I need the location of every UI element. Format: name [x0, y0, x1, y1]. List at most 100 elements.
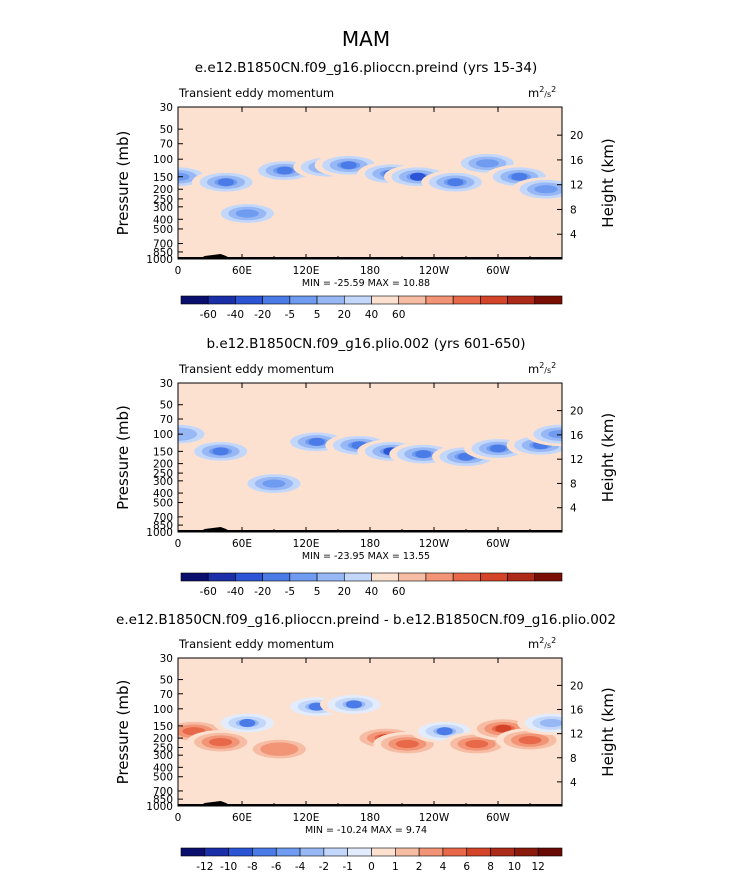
y-tick-label: 400 [153, 214, 173, 226]
x-tick-label: 60W [486, 812, 510, 824]
field-contour [340, 161, 357, 170]
units-mid: /s [544, 366, 551, 375]
colorbar-label: 60 [392, 586, 405, 598]
colorbar-label: 6 [463, 861, 470, 873]
y2-tick-label: 20 [570, 130, 583, 142]
x-tick-label: 120W [419, 812, 450, 824]
colorbar-swatch [207, 572, 236, 582]
field-contour [548, 430, 562, 439]
units-exp1: 2 [539, 85, 544, 94]
y2-tick-label: 4 [570, 777, 577, 789]
colorbar-swatch [425, 572, 454, 582]
colorbar-label: 8 [487, 861, 494, 873]
y-tick-label: 1000 [146, 254, 173, 266]
colorbar-label: -5 [285, 586, 295, 598]
units-label: m2/s2 [528, 636, 556, 651]
colorbar-label: -5 [285, 309, 295, 321]
y-axis-label: Pressure (mb) [114, 405, 132, 510]
chart-title: b.e12.B1850CN.f09_g16.plio.002 (yrs 601-… [206, 336, 525, 352]
chart-panel-2: b.e12.B1850CN.f09_g16.plio.002 (yrs 601-… [114, 336, 617, 598]
units-exp2: 2 [551, 361, 556, 370]
colorbar-swatch [480, 295, 508, 305]
y-tick-label: 400 [153, 488, 173, 500]
y-tick-label: 300 [153, 750, 173, 762]
units-mid: /s [544, 90, 551, 99]
colorbar-label: 4 [440, 861, 447, 873]
units-base: m [528, 637, 539, 651]
colorbar-swatch [425, 295, 454, 305]
y2-tick-label: 16 [570, 430, 584, 442]
y-tick-label: 200 [153, 459, 173, 471]
units-label: m2/s2 [528, 85, 556, 100]
units-base: m [528, 362, 539, 376]
y-tick-label: 700 [153, 239, 173, 251]
x-tick-label: 180 [360, 538, 380, 550]
y2-tick-label: 8 [570, 204, 577, 216]
x-tick-label: 180 [360, 265, 380, 277]
colorbar-swatch [514, 847, 539, 857]
colorbar-swatch [507, 572, 536, 582]
colorbar-swatch [343, 295, 372, 305]
variable-label: Transient eddy momentum [178, 637, 334, 651]
x-tick-label: 60W [486, 265, 510, 277]
colorbar-label: 40 [365, 309, 378, 321]
colorbar-label: -40 [227, 309, 244, 321]
y-tick-label: 1000 [146, 527, 173, 539]
colorbar-swatch [180, 847, 206, 857]
colorbar-swatch [289, 295, 318, 305]
y-tick-label: 100 [153, 429, 173, 441]
field-contour [518, 736, 542, 745]
y2-tick-label: 8 [570, 478, 577, 490]
y-tick-label: 30 [160, 653, 173, 665]
field-contour [178, 172, 190, 181]
colorbar-swatch [289, 572, 318, 582]
plot-area [178, 107, 562, 259]
field-contour [346, 700, 362, 709]
y-tick-label: 30 [160, 378, 173, 390]
colorbar-swatch [180, 295, 209, 305]
colorbar-swatch [480, 572, 508, 582]
colorbar-label: 0 [368, 861, 375, 873]
y-tick-label: 850 [153, 520, 173, 532]
y-tick-label: 200 [153, 733, 173, 745]
y2-tick-label: 4 [570, 503, 577, 515]
field-contour [308, 437, 325, 446]
y-tick-label: 500 [153, 224, 173, 236]
y-tick-label: 150 [153, 721, 173, 733]
x-tick-label: 0 [175, 265, 182, 277]
y-axis-label: Pressure (mb) [114, 131, 132, 236]
y-tick-label: 300 [153, 202, 173, 214]
field-contour [490, 444, 506, 453]
chart-title: e.e12.B1850CN.f09_g16.plioccn.preind (yr… [195, 60, 537, 76]
field-contour [415, 450, 432, 459]
y2-tick-label: 16 [570, 155, 584, 167]
figure-title: MAM [342, 27, 390, 51]
y-tick-label: 100 [153, 704, 173, 716]
min-max-stats: MIN = -10.24 MAX = 9.74 [305, 825, 427, 836]
units-mid: /s [544, 641, 551, 650]
x-tick-label: 120E [293, 265, 320, 277]
colorbar-swatch [347, 847, 372, 857]
y2-tick-label: 4 [570, 229, 577, 241]
field-contour [465, 739, 489, 749]
y2-tick-label: 12 [570, 729, 583, 741]
colorbar-label: -40 [227, 586, 244, 598]
variable-label: Transient eddy momentum [178, 362, 334, 376]
variable-label: Transient eddy momentum [178, 86, 334, 100]
field-contour [260, 742, 299, 756]
y-tick-label: 70 [160, 414, 173, 426]
x-tick-label: 180 [360, 812, 380, 824]
colorbar-swatch [442, 847, 468, 857]
colorbar-label: 40 [365, 586, 378, 598]
y-tick-label: 70 [160, 139, 173, 151]
colorbar-swatch [275, 847, 301, 857]
y-tick-label: 50 [160, 675, 173, 687]
colorbar-label: -6 [271, 861, 282, 873]
colorbar-swatch [316, 295, 345, 305]
field-contour [410, 172, 426, 181]
units-exp2: 2 [551, 636, 556, 645]
field-contour [495, 724, 512, 733]
colorbar-swatch [398, 572, 427, 582]
colorbar-swatch [490, 847, 515, 857]
x-tick-label: 0 [175, 812, 182, 824]
